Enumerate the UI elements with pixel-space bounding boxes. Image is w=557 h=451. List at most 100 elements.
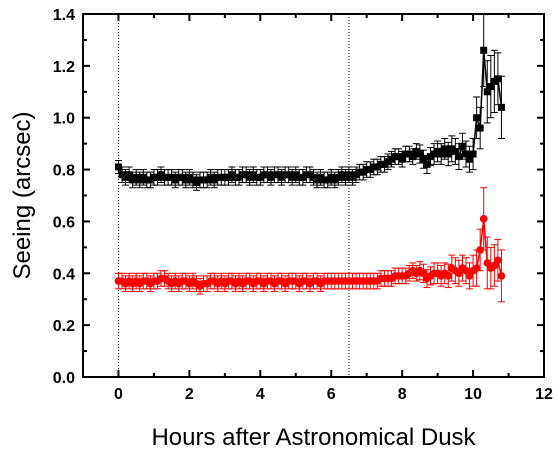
data-point — [231, 173, 239, 181]
data-point — [356, 168, 364, 176]
data-point — [114, 163, 122, 171]
data-point — [239, 171, 247, 179]
y-tick-label: 0.2 — [53, 318, 75, 335]
data-point — [370, 163, 378, 171]
x-tick-label: 10 — [464, 386, 482, 403]
data-point — [423, 160, 431, 168]
data-point — [143, 176, 151, 184]
data-point — [132, 173, 140, 181]
data-point — [462, 150, 470, 158]
data-point — [150, 173, 158, 181]
data-point — [327, 173, 335, 181]
data-point — [210, 176, 218, 184]
data-point — [444, 272, 453, 280]
x-tick-label: 12 — [535, 386, 553, 403]
data-point — [476, 246, 484, 254]
data-point — [200, 176, 208, 184]
data-point — [384, 158, 392, 166]
x-tick-label: 4 — [256, 386, 265, 403]
data-point — [260, 171, 268, 179]
data-point — [122, 173, 130, 181]
data-point — [146, 176, 154, 184]
data-point — [419, 155, 427, 163]
data-point — [324, 176, 332, 184]
series-line-0 — [117, 50, 503, 184]
data-point — [455, 153, 463, 161]
data-point — [334, 173, 342, 181]
data-point — [469, 150, 477, 158]
data-point — [228, 171, 236, 179]
data-point — [363, 166, 371, 174]
data-point — [171, 176, 179, 184]
data-point — [285, 171, 293, 179]
data-point — [192, 179, 200, 187]
x-tick-labels: 0 2 4 6 8 10 12 — [114, 386, 553, 403]
data-point — [249, 171, 257, 179]
x-tick-label: 0 — [114, 386, 123, 403]
data-point — [476, 124, 484, 132]
data-point — [441, 145, 449, 153]
data-point — [391, 153, 399, 161]
data-point — [480, 46, 488, 54]
data-point — [345, 171, 353, 179]
data-point — [409, 153, 417, 161]
x-tick-label: 6 — [327, 386, 336, 403]
series-0 — [114, 13, 505, 191]
data-point — [497, 103, 505, 111]
data-point — [395, 153, 403, 161]
data-point — [299, 173, 307, 181]
y-tick-label: 1.0 — [53, 111, 75, 128]
data-point — [125, 171, 133, 179]
data-point — [118, 171, 126, 179]
data-point — [235, 173, 243, 181]
data-point — [472, 264, 481, 272]
data-point — [494, 256, 502, 265]
data-point — [405, 150, 413, 158]
y-tick-label: 0.4 — [53, 266, 75, 283]
x-axis-title: Hours after Astronomical Dusk — [151, 424, 476, 451]
data-point — [246, 173, 254, 181]
data-point — [253, 173, 261, 181]
data-point — [466, 155, 474, 163]
data-point — [214, 173, 222, 181]
data-point — [451, 147, 459, 155]
data-point — [366, 166, 374, 174]
data-point — [256, 173, 264, 181]
data-point — [270, 171, 278, 179]
data-point — [182, 176, 190, 184]
data-point — [398, 155, 406, 163]
data-point — [412, 147, 420, 155]
y-tick-label: 0.6 — [53, 214, 75, 231]
data-point — [352, 171, 360, 179]
data-point — [306, 171, 314, 179]
data-point — [274, 171, 282, 179]
data-point — [168, 173, 176, 181]
data-point — [224, 173, 232, 181]
data-point — [139, 173, 147, 181]
data-point — [281, 171, 289, 179]
data-point — [388, 155, 396, 163]
data-point — [483, 88, 491, 96]
data-point — [267, 173, 275, 181]
y-tick-label: 0.0 — [53, 370, 75, 387]
data-point — [380, 160, 388, 168]
data-point — [302, 171, 310, 179]
data-point — [207, 173, 215, 181]
data-point — [444, 150, 452, 158]
reference-lines — [117, 14, 350, 377]
data-point — [295, 173, 303, 181]
data-point — [490, 77, 498, 85]
data-point — [196, 176, 204, 184]
data-point — [185, 173, 193, 181]
data-series — [114, 13, 506, 303]
data-point — [458, 142, 466, 150]
data-point — [242, 171, 250, 179]
data-point — [288, 173, 296, 181]
data-point — [317, 173, 325, 181]
y-axis-title: Seeing (arcsec) — [9, 111, 36, 279]
y-tick-labels: 0.0 0.2 0.4 0.6 0.8 1.0 1.2 1.4 — [53, 7, 75, 387]
data-point — [473, 114, 481, 122]
data-point — [217, 173, 225, 181]
data-point — [479, 215, 488, 223]
